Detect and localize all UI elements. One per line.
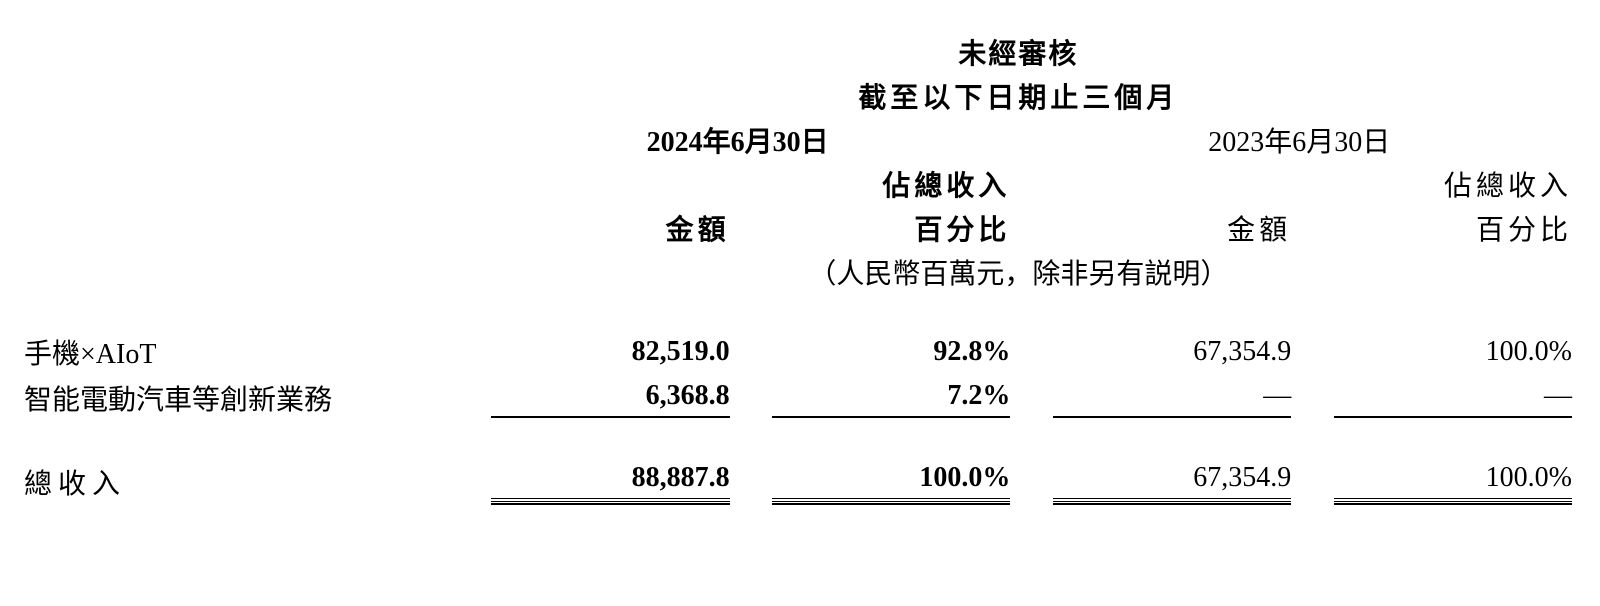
header-pct-2023-l1: 佔總收入 [1299, 162, 1580, 206]
header-amount-2023: 金額 [1018, 206, 1299, 250]
cell-pct-2023-total: 100.0% [1334, 458, 1572, 502]
table-row: 手機×AIoT 82,519.0 92.8% 67,354.9 100.0% [20, 330, 1580, 374]
cell-pct-2024-total: 100.0% [772, 458, 1010, 502]
cell-amt-2024-r2: 6,368.8 [491, 376, 729, 418]
spacer [20, 420, 1580, 456]
cell-amt-2023-total: 67,354.9 [1053, 458, 1291, 502]
header-pct-2024-l1: 佔總收入 [738, 162, 1019, 206]
header-date-2023: 2023年6月30日 [1018, 118, 1580, 162]
row-label-ev: 智能電動汽車等創新業務 [20, 374, 457, 420]
row-label-aiot: 手機×AIoT [20, 330, 457, 374]
table-row-total: 總收入 88,887.8 100.0% 67,354.9 100.0% [20, 456, 1580, 504]
header-row-period: 截至以下日期止三個月 [20, 74, 1580, 118]
header-pct-2023-l2: 百分比 [1299, 206, 1580, 250]
header-row-pct1: 佔總收入 佔總收入 [20, 162, 1580, 206]
table-row: 智能電動汽車等創新業務 6,368.8 7.2% — — [20, 374, 1580, 420]
financial-table-container: 未經審核 截至以下日期止三個月 2024年6月30日 2023年6月30日 佔總… [20, 30, 1580, 504]
cell-pct-2023-r2: — [1334, 376, 1572, 418]
header-unit-note: （人民幣百萬元，除非另有説明） [457, 250, 1580, 294]
header-date-2024: 2024年6月30日 [457, 118, 1019, 162]
header-unaudited: 未經審核 [457, 30, 1580, 74]
header-amount-2024: 金額 [457, 206, 738, 250]
cell-amt-2023-r2: — [1053, 376, 1291, 418]
revenue-table: 未經審核 截至以下日期止三個月 2024年6月30日 2023年6月30日 佔總… [20, 30, 1580, 504]
header-row-dates: 2024年6月30日 2023年6月30日 [20, 118, 1580, 162]
cell-pct-2023-r1: 100.0% [1334, 332, 1572, 372]
cell-amt-2024-total: 88,887.8 [491, 458, 729, 502]
spacer [20, 294, 1580, 330]
cell-pct-2024-r1: 92.8% [772, 332, 1010, 372]
header-row-unit: （人民幣百萬元，除非另有説明） [20, 250, 1580, 294]
cell-pct-2024-r2: 7.2% [772, 376, 1010, 418]
header-period: 截至以下日期止三個月 [457, 74, 1580, 118]
row-label-total: 總收入 [20, 456, 457, 504]
cell-amt-2023-r1: 67,354.9 [1053, 332, 1291, 372]
header-row-amount-pct: 金額 百分比 金額 百分比 [20, 206, 1580, 250]
header-row-unaudited: 未經審核 [20, 30, 1580, 74]
header-pct-2024-l2: 百分比 [738, 206, 1019, 250]
cell-amt-2024-r1: 82,519.0 [491, 332, 729, 372]
